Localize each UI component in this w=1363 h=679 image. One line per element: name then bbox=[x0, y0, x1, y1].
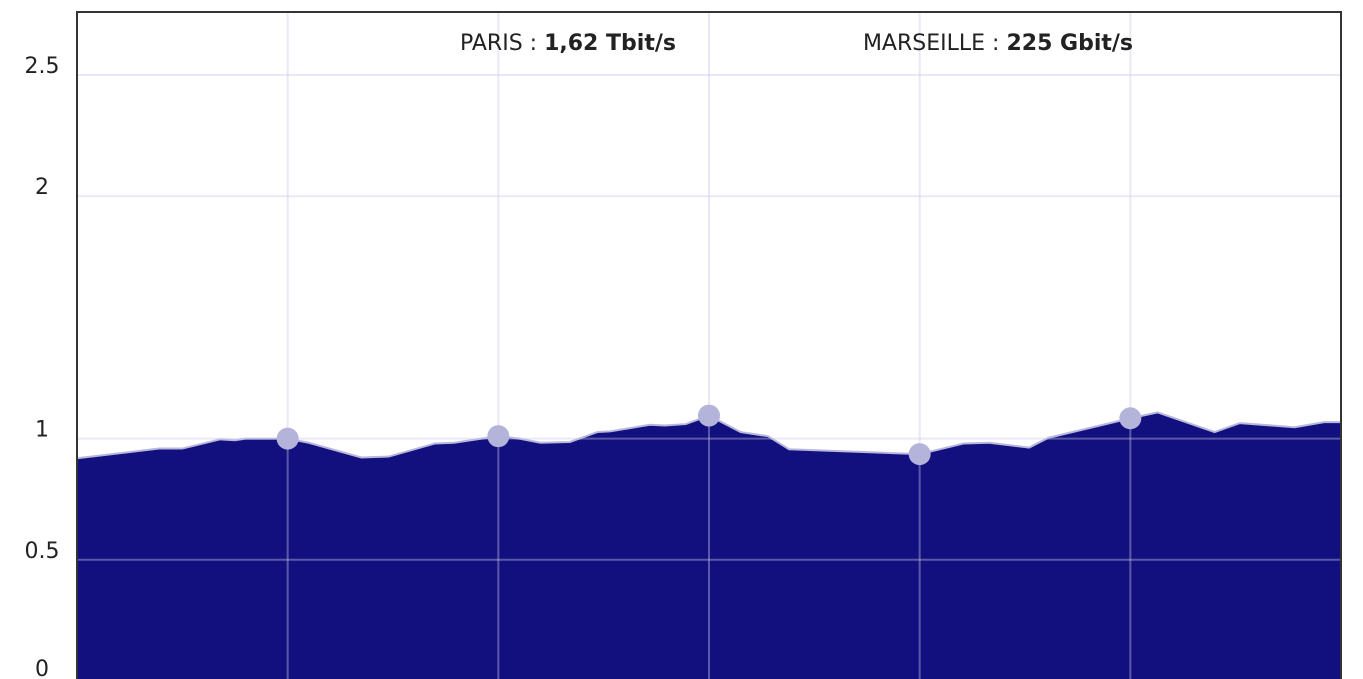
annotation-value: 225 Gbit/s bbox=[1006, 31, 1133, 56]
annotation: MARSEILLE : 225 Gbit/s bbox=[863, 31, 1133, 56]
area-line bbox=[76, 411, 1341, 460]
y-tick-label: 0 bbox=[35, 657, 49, 679]
annotation-label: MARSEILLE : bbox=[863, 31, 1000, 56]
frame bbox=[76, 11, 1342, 679]
marker bbox=[1119, 407, 1142, 430]
marker bbox=[698, 404, 720, 427]
y-tick-label: 1 bbox=[35, 418, 49, 443]
annotation-label: PARIS : bbox=[460, 31, 537, 56]
y-tick-label: 0.5 bbox=[25, 539, 60, 564]
annotation-value: 1,62 Tbit/s bbox=[544, 31, 676, 56]
area bbox=[77, 412, 1341, 679]
annotation: PARIS : 1,62 Tbit/s bbox=[460, 31, 676, 56]
marker bbox=[276, 427, 299, 450]
y-tick-label: 2.5 bbox=[25, 54, 60, 79]
marker bbox=[908, 443, 931, 466]
marker bbox=[487, 425, 510, 448]
y-tick-label: 2 bbox=[35, 175, 49, 200]
